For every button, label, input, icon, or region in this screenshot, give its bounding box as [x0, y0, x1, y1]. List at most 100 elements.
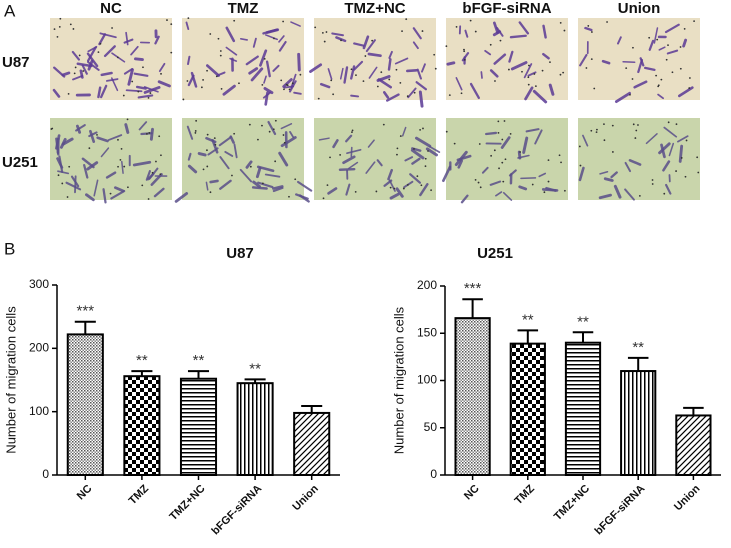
bar [509, 342, 546, 476]
pore [67, 92, 70, 95]
pore [611, 124, 614, 127]
pore [364, 55, 367, 57]
pore [299, 73, 302, 76]
cell [603, 177, 614, 182]
pore [137, 90, 140, 93]
pore [274, 160, 277, 163]
y-tick-label: 0 [42, 467, 49, 481]
cell [233, 143, 238, 159]
cell [61, 71, 71, 77]
cell [489, 69, 499, 78]
cell [412, 27, 422, 40]
cell [219, 179, 232, 190]
y-tick-label: 150 [417, 325, 437, 339]
x-tick-label: TMZ+NC [167, 483, 207, 523]
pore [182, 98, 185, 101]
pore [119, 158, 122, 161]
cell [209, 179, 219, 184]
pore [219, 54, 222, 57]
x-tick-label: Union [290, 483, 321, 514]
cell [150, 173, 163, 186]
micrograph [445, 18, 568, 104]
cell [267, 120, 277, 136]
cell [456, 154, 472, 162]
cell [186, 125, 194, 140]
pore [330, 79, 333, 82]
pore [200, 86, 203, 89]
pore [249, 165, 252, 168]
significance: *** [77, 303, 95, 320]
cell [148, 167, 159, 180]
cell [187, 55, 191, 66]
cell [225, 46, 238, 56]
y-axis-label: Number of migration cells [391, 306, 406, 454]
cell [124, 123, 130, 134]
pore [362, 80, 365, 83]
bar [179, 377, 218, 477]
x-tick-label: TMZ+NC [552, 483, 592, 523]
cell [624, 188, 635, 201]
cell [252, 180, 261, 188]
cell [216, 71, 226, 77]
pore [667, 44, 669, 47]
micrograph [50, 118, 172, 204]
pore [215, 75, 218, 78]
cell [353, 60, 364, 71]
pore [460, 92, 463, 95]
cell [387, 168, 393, 181]
pore [395, 68, 398, 71]
cell [127, 68, 134, 86]
cell [343, 66, 349, 84]
cell [383, 91, 390, 99]
pore [350, 68, 353, 71]
cell [79, 69, 84, 79]
chart-title: U251 [477, 245, 513, 262]
cell [143, 86, 161, 94]
pore [479, 186, 482, 189]
pore [656, 38, 659, 41]
cell [239, 168, 253, 183]
pore [596, 128, 598, 131]
pore [422, 127, 424, 130]
cell [218, 136, 232, 147]
pore [389, 186, 392, 189]
cell [145, 170, 151, 181]
cell [222, 84, 236, 96]
pore [219, 50, 222, 52]
pore [282, 134, 285, 136]
micrograph-bg [182, 118, 304, 200]
pore [122, 94, 125, 97]
significance: ** [522, 311, 534, 328]
cell [353, 42, 365, 47]
error-bar [572, 331, 594, 343]
cell [548, 83, 555, 96]
cell [538, 172, 547, 178]
cell [339, 67, 344, 80]
cell [113, 186, 125, 193]
error-bar [187, 370, 210, 379]
cell [455, 76, 463, 91]
bar [123, 375, 161, 477]
pore [502, 180, 505, 183]
cell [154, 35, 160, 45]
cell [297, 52, 301, 72]
cell [601, 59, 611, 65]
pore [396, 147, 399, 150]
pore [559, 21, 562, 24]
bar [564, 341, 602, 477]
cell [252, 37, 257, 48]
cell [197, 152, 207, 157]
pore [50, 128, 53, 130]
cell [613, 184, 622, 199]
pore [549, 61, 551, 63]
pore [453, 142, 456, 145]
pore [69, 23, 72, 26]
row-label: U251 [2, 154, 38, 171]
pore [354, 190, 357, 193]
pore [579, 164, 582, 167]
y-tick-label: 50 [424, 420, 438, 434]
cell [138, 121, 148, 131]
cell [259, 49, 268, 67]
cell [132, 160, 152, 167]
